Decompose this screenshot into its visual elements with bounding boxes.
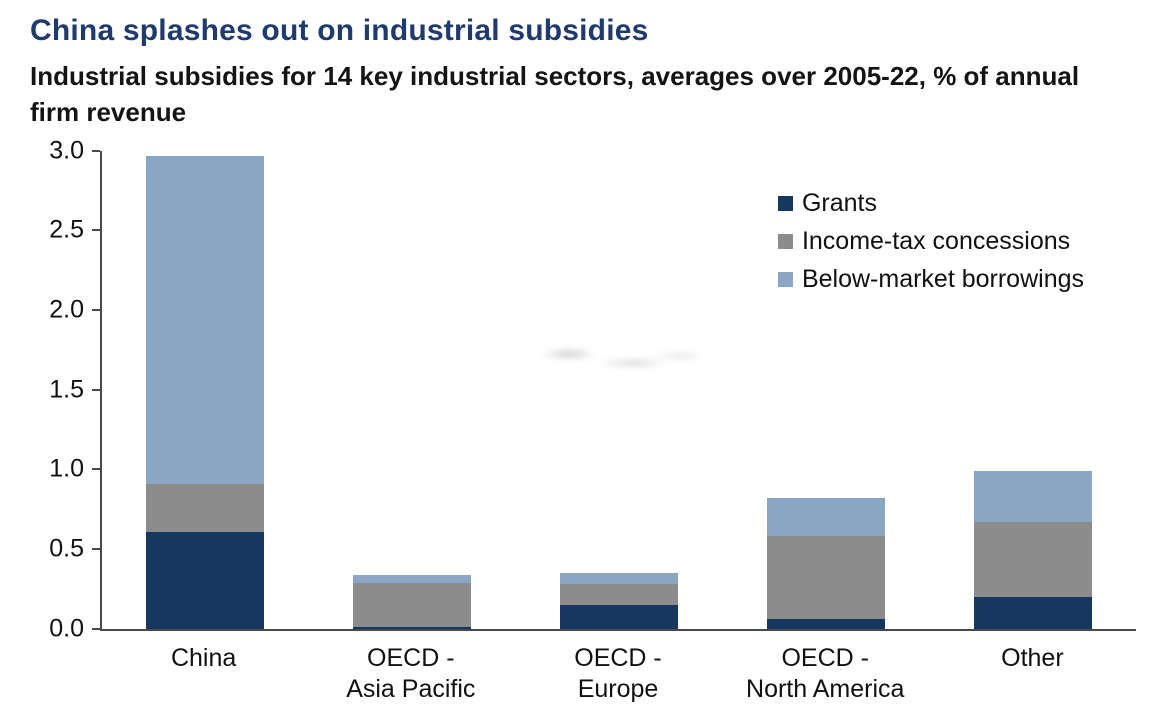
bar-oecd-north-america (766, 151, 885, 629)
legend-swatch-below-market-borrowings (777, 271, 793, 287)
bar-segment-other-income-tax-concessions (973, 522, 1092, 597)
x-label-other: Other (1001, 643, 1064, 672)
bar-segment-other-below-market-borrowings (973, 471, 1092, 523)
x-label-china: China (170, 643, 237, 672)
legend-label-grants: Grants (801, 188, 877, 217)
y-tick-mark (92, 149, 100, 152)
y-tick-label-0.5: 0.5 (49, 534, 84, 563)
legend-item-grants: Grants (777, 188, 1084, 218)
y-tick-label-2.5: 2.5 (49, 215, 84, 244)
y-tick-label-1.5: 1.5 (49, 375, 84, 404)
x-label-oecd-asia-pacific: OECD - Asia Pacific (346, 643, 476, 704)
y-tick-label-2.0: 2.0 (49, 295, 84, 324)
y-axis: 0.0 0.5 1.0 1.5 2.0 2.5 3.0 (30, 136, 100, 642)
chart-subtitle: Industrial subsidies for 14 key industri… (30, 61, 1080, 128)
x-axis-labels: China OECD - Asia Pacific OECD - Europe OEC… (100, 643, 1136, 706)
legend-label-below-market-borrowings: Below-market borrowings (801, 264, 1084, 293)
bar-segment-oecd-asia-pacific-below-market-borrowings (353, 574, 472, 583)
bars-container (102, 151, 1136, 629)
bar-segment-other-grants (973, 596, 1092, 629)
y-tick-label-1.0: 1.0 (49, 454, 84, 483)
legend-item-income-tax-concessions: Income-tax concessions (777, 226, 1084, 256)
chart-title: China splashes out on industrial subsidi… (30, 14, 649, 47)
bar-segment-oecd-asia-pacific-grants (353, 627, 472, 629)
bar-other (973, 151, 1092, 629)
plot-area: Grants Income-tax concessions Below-market… (100, 150, 1136, 631)
legend-label-income-tax-concessions: Income-tax concessions (801, 226, 1071, 255)
stacked-bar-chart: 0.0 0.5 1.0 1.5 2.0 2.5 3.0 Grants Income-tax c… (30, 136, 1136, 706)
y-tick-mark (92, 388, 100, 391)
legend-swatch-income-tax-concessions (777, 233, 793, 249)
y-tick-label-3.0: 3.0 (49, 136, 84, 165)
legend: Grants Income-tax concessions Below-market… (777, 188, 1084, 294)
bar-oecd-asia-pacific (353, 151, 472, 629)
bar-segment-oecd-north-america-income-tax-concessions (766, 536, 885, 620)
legend-item-below-market-borrowings: Below-market borrowings (777, 264, 1084, 294)
bar-oecd-europe (559, 151, 678, 629)
bar-segment-oecd-north-america-grants (766, 619, 885, 629)
y-tick-mark (92, 627, 100, 630)
bar-china (146, 151, 265, 629)
bar-segment-oecd-europe-below-market-borrowings (559, 573, 678, 585)
bar-segment-china-grants (146, 531, 265, 629)
x-label-oecd-north-america: OECD - North America (746, 643, 905, 704)
bar-segment-oecd-europe-income-tax-concessions (559, 584, 678, 605)
bar-segment-oecd-europe-grants (559, 604, 678, 629)
y-tick-mark (92, 229, 100, 232)
x-label-oecd-europe: OECD - Europe (574, 643, 662, 704)
bar-segment-china-income-tax-concessions (146, 483, 265, 532)
legend-swatch-grants (777, 195, 793, 211)
y-tick-mark (92, 548, 100, 551)
bar-segment-oecd-north-america-below-market-borrowings (766, 498, 885, 537)
y-tick-mark (92, 468, 100, 471)
chart-page: China splashes out on industrial subsidi… (30, 14, 1136, 706)
bar-segment-oecd-asia-pacific-income-tax-concessions (353, 582, 472, 628)
bar-segment-china-below-market-borrowings (146, 155, 265, 484)
y-tick-label-0.0: 0.0 (49, 614, 84, 643)
y-tick-mark (92, 309, 100, 312)
